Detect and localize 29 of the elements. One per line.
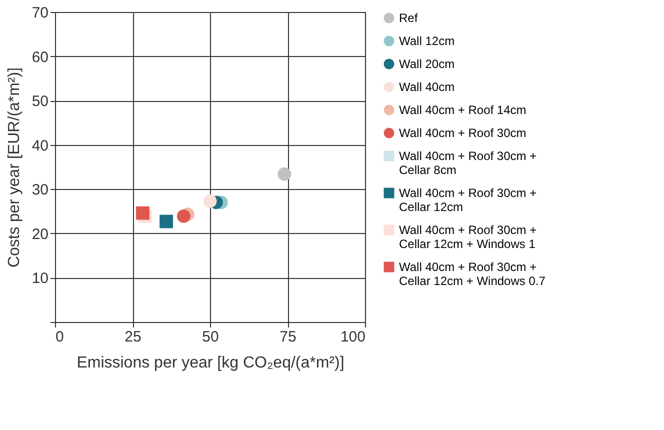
y-tick-label: 10 [32,270,48,288]
y-tick-label: 70 [32,4,48,22]
y-axis-title: Costs per year [EUR/(a*m²)] [6,67,23,268]
y-tick-label: 50 [32,93,48,110]
legend-label: Wall 40cm + Roof 30cm + Cellar 12cm [399,186,537,214]
legend-label: Wall 40cm + Roof 30cm + Cellar 8cm [399,149,537,177]
point [136,206,150,220]
legend-label: Wall 40cm [399,80,455,94]
point [176,209,190,223]
legend-label: Wall 40cm + Roof 30cm [399,126,526,140]
x-tick-label: 75 [280,328,296,346]
legend-label: Ref [399,11,418,25]
x-tick-label: 0 [56,328,64,346]
y-tick-label: 30 [32,182,48,199]
point [203,194,217,208]
legend-label: Wall 40cm + Roof 30cm + Cellar 12cm + Windows 1 [399,223,537,251]
point [160,214,173,228]
legend-label: Wall 20cm [399,57,455,71]
x-tick-label: 100 [340,328,366,346]
y-tick-label: 40 [32,137,48,154]
x-axis-title: Emissions per year [kg CO₂eq/(a*m²)] [76,354,344,372]
point [278,167,292,181]
legend-label: Wall 12cm [399,34,455,48]
legend-label: Wall 40cm + Roof 14cm [399,103,526,117]
x-tick-label: 50 [202,328,219,346]
x-tick-label: 25 [124,328,142,346]
legend-label: Wall 40cm + Roof 30cm + Cellar 12cm + Windows 0.7 [399,260,546,288]
y-tick-label: 60 [32,48,48,66]
y-tick-label: 20 [32,226,48,243]
